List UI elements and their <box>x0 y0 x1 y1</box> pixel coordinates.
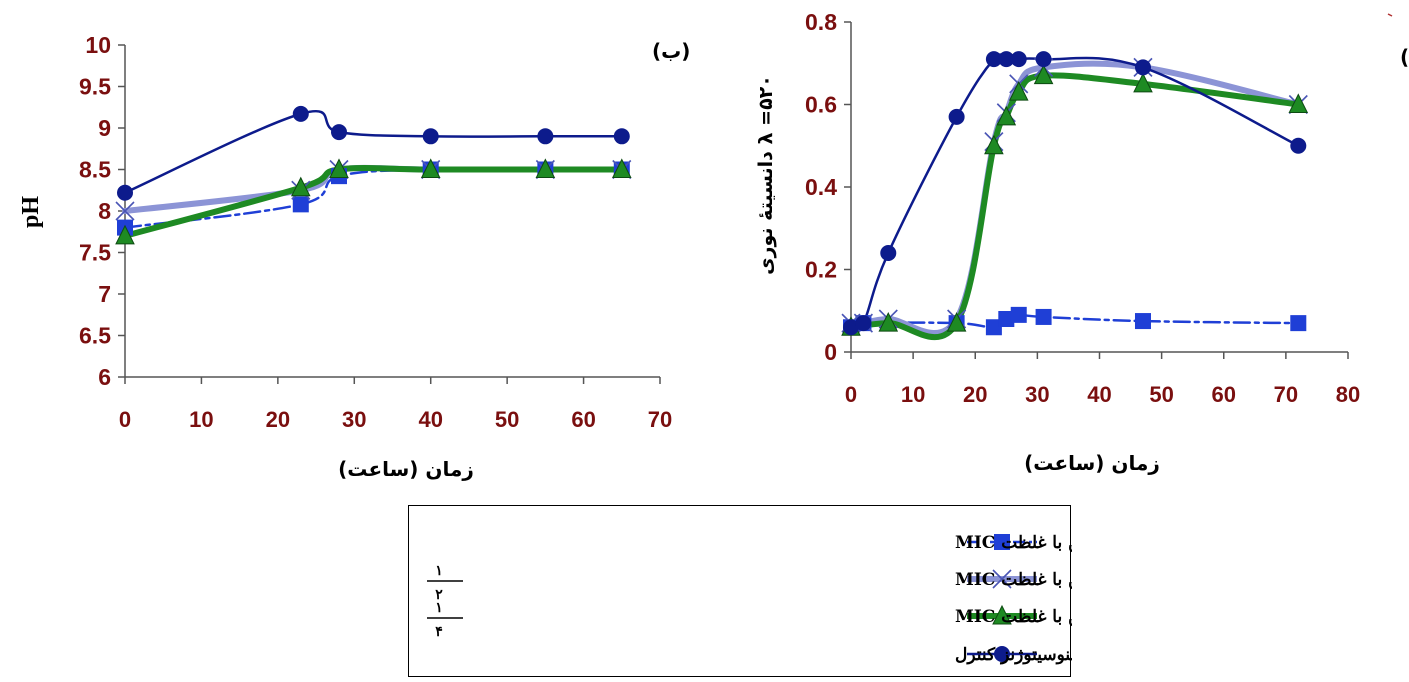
legend-label: لیستریا منوسیتوژنز در حضور نیزین با غلظت… <box>955 533 1072 553</box>
x-tick-label: 30 <box>342 407 366 432</box>
data-point-triangle <box>329 158 349 178</box>
data-point-circle <box>1010 51 1027 68</box>
y-tick-label: 6.5 <box>79 323 111 349</box>
series-line-circle <box>123 109 624 194</box>
legend-fraction-numerator: ۱ <box>435 563 443 579</box>
data-point-circle <box>843 319 859 336</box>
y-axis-title-right: λ =۵۲۰ دانسیتهٔ نوری <box>755 75 777 275</box>
data-point-triangle <box>946 312 967 332</box>
y-tick-label: 7.5 <box>79 240 111 266</box>
left-chart-ph: 6 6.5 7 7.5 8 8.5 9 9.5 10 0 10 20 30 40 50 60 70 <box>79 32 672 432</box>
data-point-triangle <box>878 312 899 332</box>
x-tick-label: 60 <box>571 407 595 432</box>
data-point-circle <box>985 51 1002 68</box>
data-point-x <box>115 201 135 221</box>
data-point-circle <box>1134 59 1151 76</box>
y-tick-label: 9.5 <box>79 74 111 100</box>
data-point-square <box>985 319 1002 336</box>
y-tick-label: 7 <box>98 281 111 307</box>
y-axis-title-left: pH <box>18 196 44 228</box>
data-point-triangle <box>984 134 1004 155</box>
legend-label: لیستریا منوسیتوژنز در حضور نیزین با غلظت… <box>955 607 1072 627</box>
data-point-circle <box>422 128 439 145</box>
y-tick-label: 0.6 <box>805 92 837 118</box>
series-line-square <box>849 313 1300 329</box>
x-tick-label: 80 <box>1336 382 1360 407</box>
legend-label: لیستریا منوسیتوژنز در حضور نیزین با غلظت… <box>955 570 1072 590</box>
data-point-square <box>1290 315 1307 332</box>
data-point-circle <box>948 108 965 125</box>
x-tick-label: 60 <box>1212 382 1236 407</box>
data-point-square <box>1035 308 1052 325</box>
data-point-circle <box>613 128 630 145</box>
data-point-triangle <box>420 158 441 178</box>
y-tick-label: 0.8 <box>805 9 837 35</box>
x-tick-label: 70 <box>648 407 672 432</box>
data-point-triangle <box>290 176 311 197</box>
x-tick-label: 70 <box>1274 382 1298 407</box>
x-tick-label: 20 <box>266 407 290 432</box>
y-tick-label: 9 <box>98 115 111 141</box>
x-tick-label: 10 <box>189 407 213 432</box>
y-tick-label: 0 <box>824 339 837 365</box>
data-point-circle <box>1035 51 1052 68</box>
x-axis-title-right: زمان (ساعت) <box>1024 451 1160 475</box>
data-point-triangle <box>1033 64 1054 85</box>
data-point-circle <box>292 105 309 122</box>
legend-marker-x <box>992 569 1012 589</box>
legend: لیستریا منوسیتوژنز در حضور نیزین با غلظت… <box>408 505 1315 677</box>
y-tick-label: 0.2 <box>805 257 837 283</box>
data-point-triangle <box>611 158 632 178</box>
x-tick-label: 0 <box>845 382 857 407</box>
legend-label: لیستریا منوسیتوژنز کنترل <box>955 645 1072 665</box>
data-point-square <box>1010 306 1027 323</box>
right-chart-od: 0 0.2 0.4 0.6 0.8 0 10 20 30 40 50 60 70 80 <box>805 9 1360 407</box>
data-point-circle <box>537 128 554 145</box>
y-tick-label: 8.5 <box>79 157 111 183</box>
legend-marker-triangle <box>992 604 1012 625</box>
data-point-circle <box>880 245 897 261</box>
x-tick-label: 20 <box>963 382 987 407</box>
y-tick-label: 8 <box>98 198 111 224</box>
series-line-x <box>848 60 1302 336</box>
data-point-triangle <box>1133 72 1153 93</box>
legend-marker-square <box>994 534 1010 550</box>
data-point-circle <box>855 315 872 332</box>
legend-marker-circle <box>994 646 1010 662</box>
x-tick-label: 0 <box>119 407 131 432</box>
legend-fraction-denominator: ۴ <box>435 624 443 640</box>
x-tick-label: 50 <box>495 407 519 432</box>
x-tick-label: 40 <box>418 407 442 432</box>
legend-fraction-numerator: ۱ <box>435 600 443 616</box>
data-point-triangle <box>115 224 135 245</box>
data-point-circle <box>331 124 347 141</box>
data-point-triangle <box>996 105 1017 126</box>
y-tick-label: 6 <box>98 364 111 390</box>
data-point-circle <box>1290 137 1307 154</box>
y-tick-label: 10 <box>85 32 111 58</box>
panel-label-left: (ب) <box>652 39 690 63</box>
x-tick-label: 10 <box>901 382 925 407</box>
y-tick-label: 0.4 <box>805 174 837 200</box>
x-axis-title-left: زمان (ساعت) <box>338 457 474 481</box>
data-point-square <box>998 311 1015 327</box>
legend-fraction-denominator: ۲ <box>435 587 443 603</box>
x-tick-label: 50 <box>1149 382 1173 407</box>
data-point-triangle <box>535 158 556 178</box>
data-point-triangle <box>1008 81 1029 101</box>
corner-mark <box>1387 13 1393 17</box>
data-point-square <box>292 196 309 213</box>
series-line-triangle <box>848 72 1302 341</box>
data-point-circle <box>117 184 133 201</box>
panel-label-right: (الف) <box>1400 45 1409 69</box>
legend-svg: لیستریا منوسیتوژنز در حضور نیزین با غلظت… <box>427 533 1315 665</box>
x-tick-label: 30 <box>1025 382 1049 407</box>
x-tick-label: 40 <box>1087 382 1111 407</box>
data-point-square <box>1134 313 1151 330</box>
data-point-circle <box>998 51 1015 68</box>
data-point-triangle <box>1288 93 1309 113</box>
